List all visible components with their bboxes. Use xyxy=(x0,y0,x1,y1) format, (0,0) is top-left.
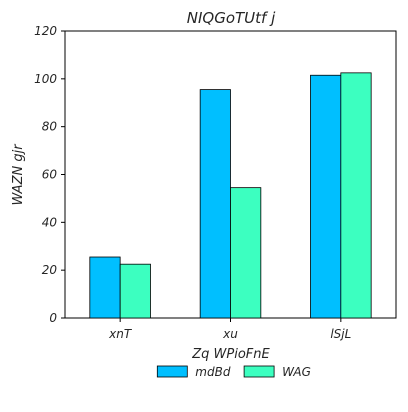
bar-mdbd-xnt xyxy=(90,257,120,318)
y-tick-label-80: 80 xyxy=(42,120,58,134)
legend-swatch-mdbd xyxy=(157,366,187,377)
x-tick-label-lsjl: lSjL xyxy=(330,327,351,341)
y-tick-label-0: 0 xyxy=(49,311,57,325)
bar-wag-xnt xyxy=(120,264,150,318)
x-axis-label: Zq WPioFnE xyxy=(191,347,270,362)
x-tick-label-xnt: xnT xyxy=(108,327,133,341)
y-tick-label-120: 120 xyxy=(34,24,57,38)
x-tick-label-xu: xu xyxy=(222,327,238,341)
y-tick-label-60: 60 xyxy=(42,168,58,182)
bars-layer xyxy=(90,73,371,318)
y-axis-ticks: 0 20 40 60 80 100 120 xyxy=(34,24,65,325)
plot-area: 0 20 40 60 80 100 120 xnT xu lSjL xyxy=(34,24,396,341)
y-tick-label-20: 20 xyxy=(42,263,58,277)
legend-swatch-wag xyxy=(244,366,274,377)
y-tick-label-100: 100 xyxy=(34,72,57,86)
y-axis-label: WAZN gjr xyxy=(11,143,26,206)
chart-title: NIQGoTUtf j xyxy=(187,9,276,27)
y-tick-label-40: 40 xyxy=(42,215,58,229)
bar-wag-xu xyxy=(231,188,261,318)
bar-wag-lsjl xyxy=(341,73,371,318)
bar-mdbd-lsjl xyxy=(310,75,340,318)
legend-label-wag: WAG xyxy=(282,365,311,379)
legend: mdBd WAG xyxy=(157,365,311,379)
bar-mdbd-xu xyxy=(200,90,230,318)
x-axis-ticks: xnT xu lSjL xyxy=(108,318,351,341)
legend-label-mdbd: mdBd xyxy=(195,365,231,379)
